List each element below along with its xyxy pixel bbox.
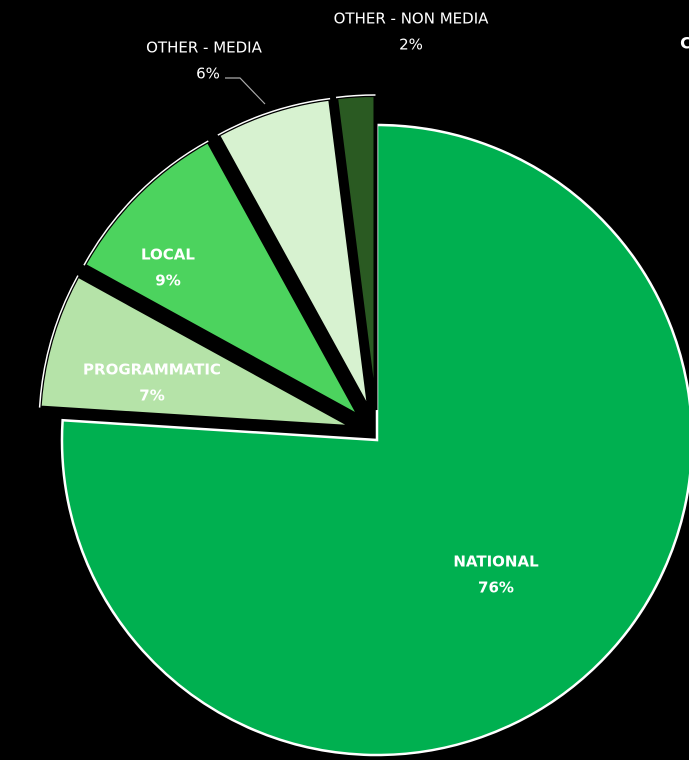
slice-value: 7% [139, 387, 164, 405]
pie-slice [60, 123, 689, 757]
slice-outline [217, 97, 331, 136]
slice-label: LOCAL [141, 246, 195, 264]
slice-value: 6% [196, 65, 220, 83]
slice-label: OTHER - NON MEDIA [334, 10, 490, 28]
slice-value: 2% [399, 36, 423, 54]
slice-outline [83, 140, 209, 266]
slice-label: PROGRAMMATIC [83, 361, 221, 379]
chart-title: C [680, 34, 689, 53]
slice-outline [335, 94, 376, 99]
slice-outline [38, 275, 79, 408]
slice-value: 76% [478, 579, 514, 597]
leader-line [225, 77, 266, 105]
slice-value: 9% [155, 272, 180, 290]
slice-label: NATIONAL [453, 553, 539, 571]
slice-label: OTHER - MEDIA [146, 39, 262, 57]
